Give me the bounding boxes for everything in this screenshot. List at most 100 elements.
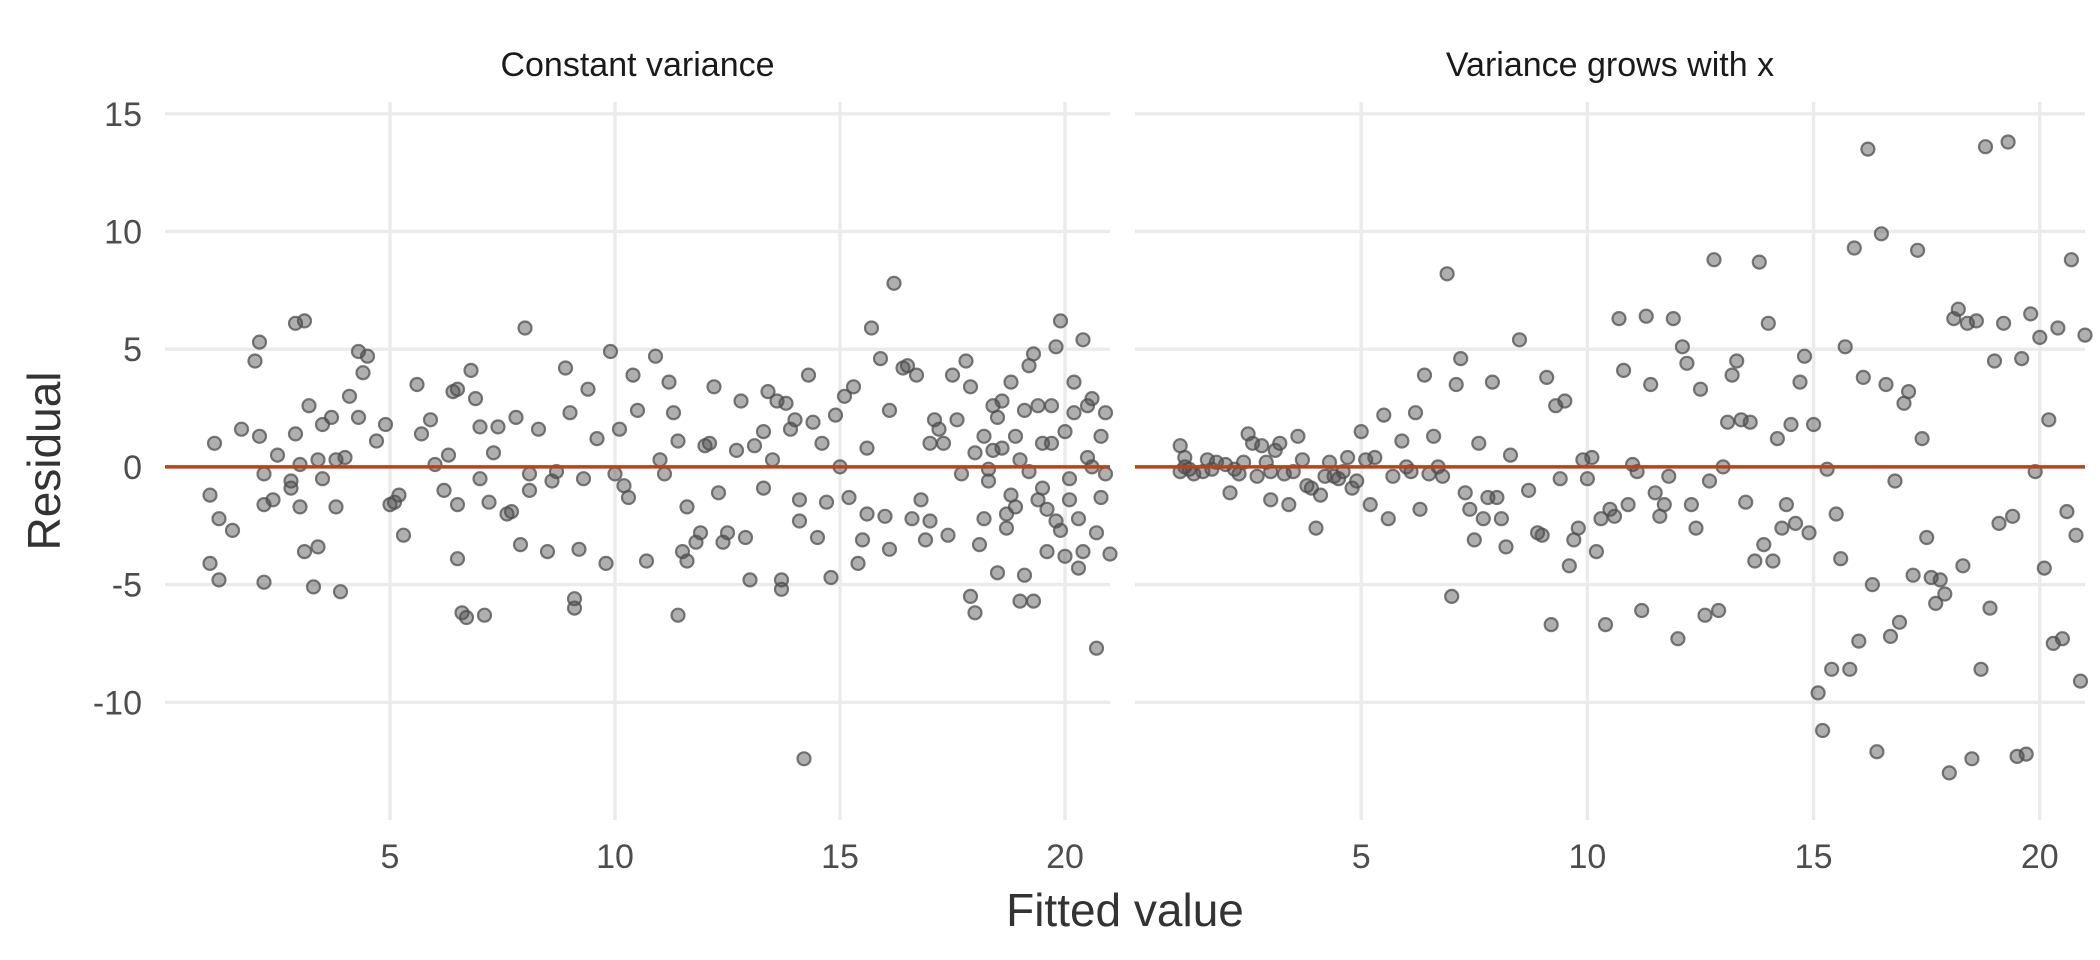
data-point — [1052, 313, 1069, 329]
data-point — [922, 513, 938, 529]
data-point — [1557, 393, 1573, 409]
data-point — [269, 447, 286, 463]
data-point — [850, 555, 866, 572]
y-tick-label: -5 — [112, 567, 142, 605]
data-point — [1584, 449, 1600, 466]
data-point — [1674, 339, 1691, 355]
data-point — [1824, 661, 1840, 677]
y-tick-label: 0 — [123, 449, 142, 487]
data-point — [1738, 494, 1754, 510]
data-point — [1611, 311, 1627, 327]
data-point — [1941, 765, 1957, 781]
data-point — [1263, 492, 1279, 508]
data-point — [598, 555, 614, 572]
data-point — [1665, 311, 1681, 327]
data-point — [1097, 405, 1114, 421]
data-point — [1688, 520, 1704, 536]
data-point — [1833, 551, 1849, 567]
data-point — [1448, 376, 1464, 393]
data-point — [922, 435, 938, 451]
data-point — [935, 435, 952, 451]
panel-points — [202, 275, 1118, 767]
y-tick-label: 10 — [104, 213, 142, 251]
data-point — [949, 412, 965, 428]
data-point — [611, 421, 628, 437]
data-point — [481, 494, 497, 510]
data-point — [1805, 416, 1822, 433]
data-point — [1882, 628, 1899, 645]
data-point — [661, 374, 677, 390]
data-point — [1909, 242, 1926, 258]
data-point — [1819, 461, 1835, 477]
data-point — [355, 365, 371, 381]
data-point — [2041, 412, 2057, 428]
data-point — [638, 553, 655, 569]
data-point — [1606, 508, 1623, 524]
data-point — [422, 412, 439, 428]
data-point — [2077, 327, 2093, 343]
data-point — [859, 440, 875, 456]
data-point — [1697, 607, 1713, 623]
data-point — [1864, 576, 1881, 593]
data-point — [1647, 485, 1663, 501]
data-point — [490, 419, 506, 435]
data-point — [1900, 384, 1917, 400]
data-point — [1932, 572, 1948, 588]
data-point — [530, 421, 547, 437]
data-point — [1778, 497, 1795, 513]
data-point — [904, 511, 920, 527]
data-point — [679, 499, 695, 515]
data-point — [2072, 673, 2089, 689]
facet-title-constant-variance: Constant variance — [500, 46, 774, 84]
data-point — [1661, 468, 1677, 484]
data-point — [1075, 332, 1091, 348]
data-point — [980, 473, 997, 489]
data-point — [1710, 602, 1727, 619]
data-point — [1814, 722, 1831, 739]
data-point — [1769, 431, 1786, 447]
data-point — [967, 605, 983, 621]
data-point — [823, 569, 839, 586]
data-point — [1855, 369, 1871, 385]
data-point — [1643, 376, 1659, 393]
data-point — [994, 440, 1010, 456]
data-point — [607, 466, 623, 482]
data-point — [2014, 351, 2030, 367]
data-point — [670, 433, 686, 449]
data-point — [1878, 376, 1894, 393]
data-point — [1088, 525, 1105, 541]
data-point — [1043, 398, 1060, 414]
data-point — [562, 405, 578, 421]
data-point — [836, 388, 853, 404]
data-point — [476, 607, 493, 623]
data-point — [1742, 414, 1758, 430]
data-point — [1928, 595, 1944, 612]
data-point — [1950, 301, 1966, 317]
data-point — [1339, 449, 1356, 466]
data-point — [665, 405, 682, 421]
data-point — [575, 471, 592, 487]
data-point — [224, 522, 241, 539]
data-point — [305, 579, 322, 595]
data-point — [1828, 506, 1844, 522]
data-point — [809, 529, 826, 546]
data-point — [1466, 532, 1482, 548]
data-point — [512, 536, 529, 553]
x-tick-label: 20 — [1046, 838, 1084, 876]
panel-grid — [1135, 102, 2085, 820]
data-point — [1025, 593, 1042, 609]
data-point — [1498, 539, 1514, 555]
data-point — [2004, 508, 2021, 524]
data-point — [1061, 471, 1078, 487]
data-point — [737, 529, 754, 546]
data-point — [1719, 414, 1736, 430]
data-point — [1012, 593, 1028, 609]
data-point — [791, 492, 808, 508]
data-point — [692, 525, 709, 541]
facet-title-variance-grows: Variance grows with x — [1446, 46, 1774, 84]
data-point — [1312, 487, 1329, 503]
data-point — [755, 480, 772, 496]
data-point — [1511, 332, 1528, 348]
data-point — [1810, 685, 1826, 701]
data-point — [2036, 560, 2052, 576]
